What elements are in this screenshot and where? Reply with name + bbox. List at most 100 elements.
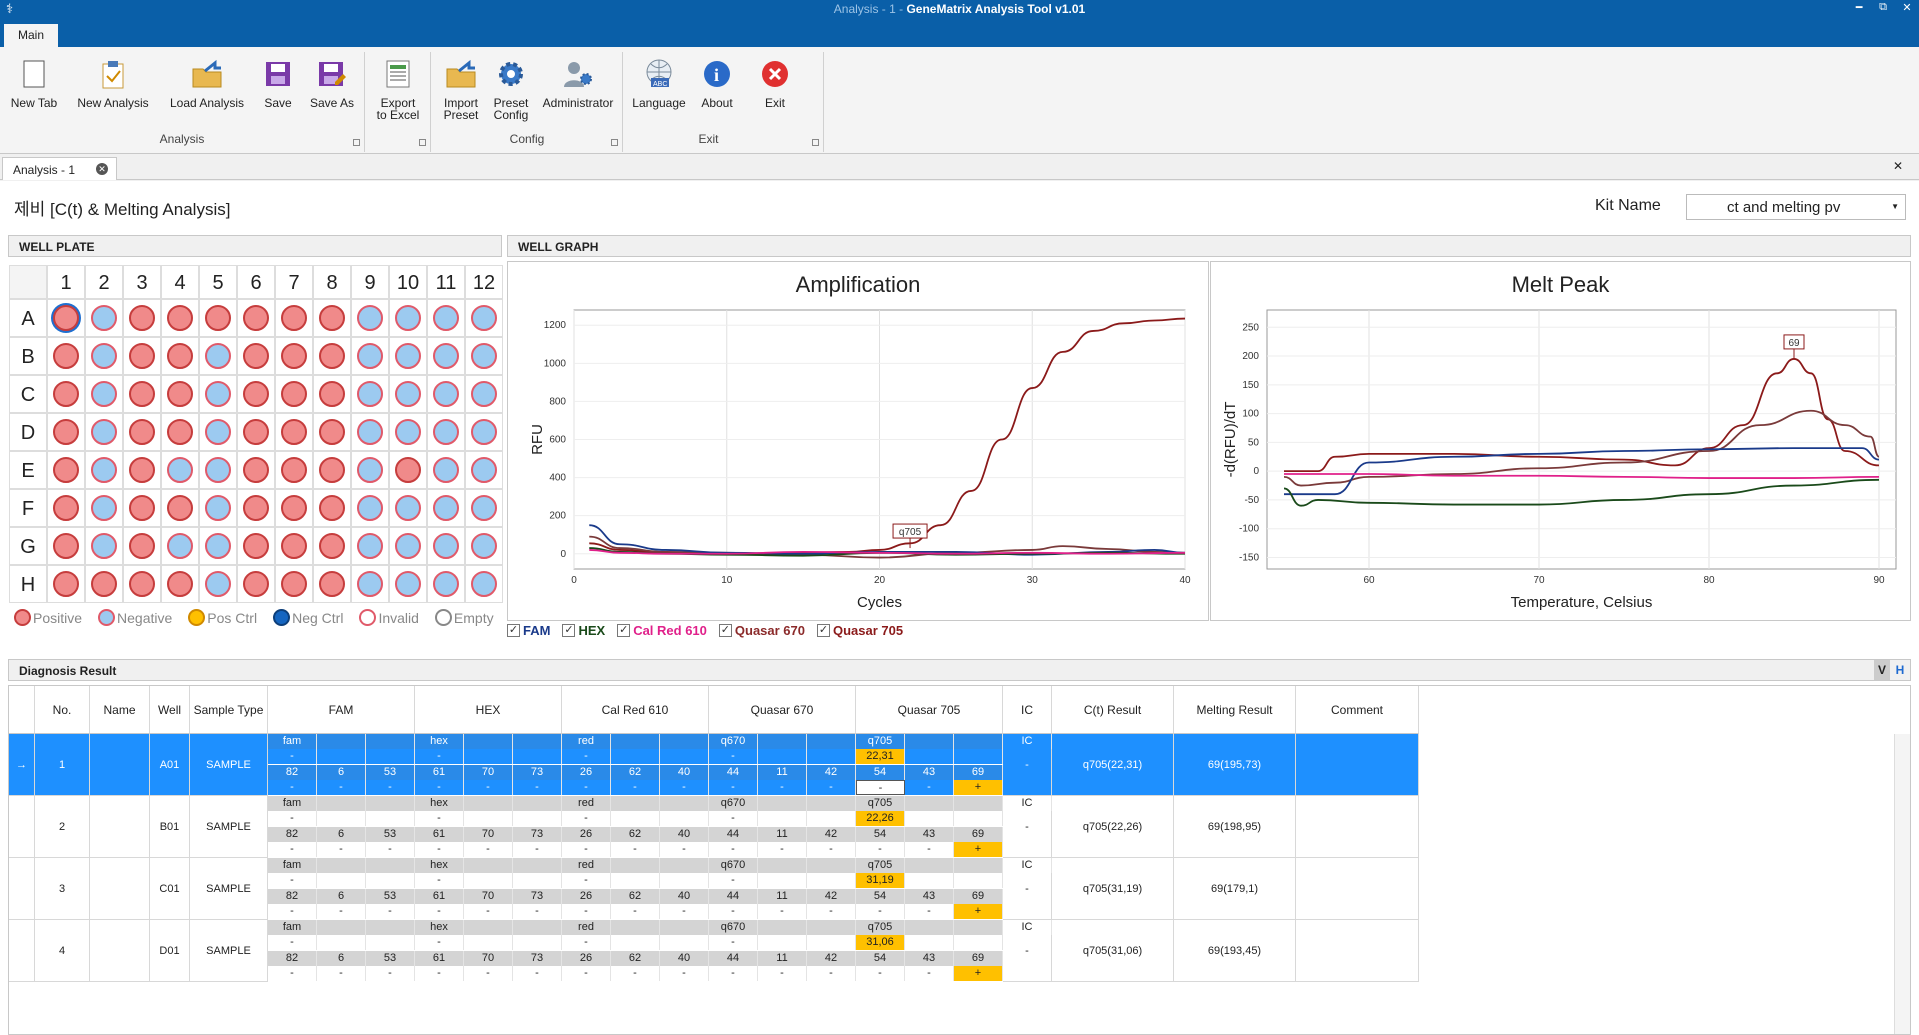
cell-arrow[interactable] [9,920,35,982]
table-header[interactable]: HEX [415,686,562,734]
series-line-fam[interactable] [1284,447,1880,496]
well-A4[interactable] [167,305,193,331]
well-D2[interactable] [91,419,117,445]
well-B2[interactable] [91,343,117,369]
well-B5[interactable] [205,343,231,369]
plate-row-header[interactable]: B [9,337,47,375]
cell-no[interactable]: 3 [35,858,90,920]
plate-row-header[interactable]: G [9,527,47,565]
well-C12[interactable] [471,381,497,407]
cell-comment[interactable] [1296,734,1419,796]
table-row[interactable]: 4 D01 SAMPLE - q705(31,06) 69(193,45) IC fam -82… [9,920,1419,982]
well-E4[interactable] [167,457,193,483]
well-F3[interactable] [129,495,155,521]
well-D4[interactable] [167,419,193,445]
about-button[interactable]: i About [692,58,742,109]
well-G5[interactable] [205,533,231,559]
table-row[interactable]: 3 C01 SAMPLE - q705(31,19) 69(179,1) IC fam -82-… [9,858,1419,920]
well-F1[interactable] [53,495,79,521]
well-E7[interactable] [281,457,307,483]
cell-melt-result[interactable]: 69(195,73) [1174,734,1296,796]
well-A8[interactable] [319,305,345,331]
well-C6[interactable] [243,381,269,407]
well-H10[interactable] [395,571,421,597]
well-A11[interactable] [433,305,459,331]
well-F11[interactable] [433,495,459,521]
save-button[interactable]: Save [258,58,298,109]
plate-col-header[interactable]: 1 [47,265,85,299]
well-D6[interactable] [243,419,269,445]
cell-comment[interactable] [1296,920,1419,982]
well-A6[interactable] [243,305,269,331]
tab-analysis-1[interactable]: Analysis - 1 ✕ [2,157,117,180]
tab-close-icon[interactable]: ✕ [96,163,108,175]
cell-name[interactable] [90,796,150,858]
well-G4[interactable] [167,533,193,559]
well-F7[interactable] [281,495,307,521]
plate-row-header[interactable]: A [9,299,47,337]
group-launcher-analysis[interactable] [353,139,360,146]
well-D11[interactable] [433,419,459,445]
cell-melt-result[interactable]: 69(198,95) [1174,796,1296,858]
well-E9[interactable] [357,457,383,483]
group-launcher-export[interactable] [419,139,426,146]
table-header[interactable]: Melting Result [1174,686,1296,734]
well-C8[interactable] [319,381,345,407]
well-B12[interactable] [471,343,497,369]
plate-col-header[interactable]: 10 [389,265,427,299]
cell-no[interactable]: 4 [35,920,90,982]
kit-name-dropdown[interactable]: ct and melting pv ▼ [1686,194,1906,220]
well-C9[interactable] [357,381,383,407]
table-header[interactable]: Quasar 670 [709,686,856,734]
well-H1[interactable] [53,571,79,597]
well-E12[interactable] [471,457,497,483]
table-header[interactable]: IC [1003,686,1052,734]
well-H4[interactable] [167,571,193,597]
group-launcher-exit[interactable] [812,139,819,146]
well-E6[interactable] [243,457,269,483]
well-D10[interactable] [395,419,421,445]
cell-melt-result[interactable]: 69(193,45) [1174,920,1296,982]
well-F8[interactable] [319,495,345,521]
cell-type[interactable]: SAMPLE [190,734,268,796]
tab-main[interactable]: Main [4,24,58,47]
series-line-quasar-705[interactable] [1284,358,1880,473]
well-D3[interactable] [129,419,155,445]
plate-col-header[interactable]: 11 [427,265,465,299]
checkbox-check-icon[interactable]: ✓ [507,624,520,637]
well-G7[interactable] [281,533,307,559]
well-D7[interactable] [281,419,307,445]
well-D9[interactable] [357,419,383,445]
plate-row-header[interactable]: E [9,451,47,489]
well-A7[interactable] [281,305,307,331]
well-C7[interactable] [281,381,307,407]
well-C4[interactable] [167,381,193,407]
series-line-cal-red-610[interactable] [589,549,1186,555]
plate-row-header[interactable]: C [9,375,47,413]
well-A2[interactable] [91,305,117,331]
plate-row-header[interactable]: F [9,489,47,527]
series-line-quasar-670[interactable] [1283,409,1880,487]
well-F12[interactable] [471,495,497,521]
well-H8[interactable] [319,571,345,597]
cell-well[interactable]: A01 [150,734,190,796]
checkbox-check-icon[interactable]: ✓ [817,624,830,637]
cell-name[interactable] [90,734,150,796]
dye-checkbox-cal-red-610[interactable]: ✓ Cal Red 610 [617,623,707,638]
cell-type[interactable]: SAMPLE [190,796,268,858]
well-A9[interactable] [357,305,383,331]
cell-ic[interactable]: - [1003,734,1052,796]
cell-type[interactable]: SAMPLE [190,920,268,982]
dye-checkbox-fam[interactable]: ✓ FAM [507,623,550,638]
table-header[interactable]: Sample Type [190,686,268,734]
well-B11[interactable] [433,343,459,369]
plate-col-header[interactable]: 7 [275,265,313,299]
plate-col-header[interactable]: 9 [351,265,389,299]
well-F10[interactable] [395,495,421,521]
well-C11[interactable] [433,381,459,407]
new-analysis-button[interactable]: New Analysis [72,58,154,109]
close-window-button[interactable]: ✕ [1902,2,1912,14]
series-line-hex[interactable] [1283,478,1880,507]
well-F9[interactable] [357,495,383,521]
close-all-icon[interactable]: ✕ [1892,159,1903,173]
